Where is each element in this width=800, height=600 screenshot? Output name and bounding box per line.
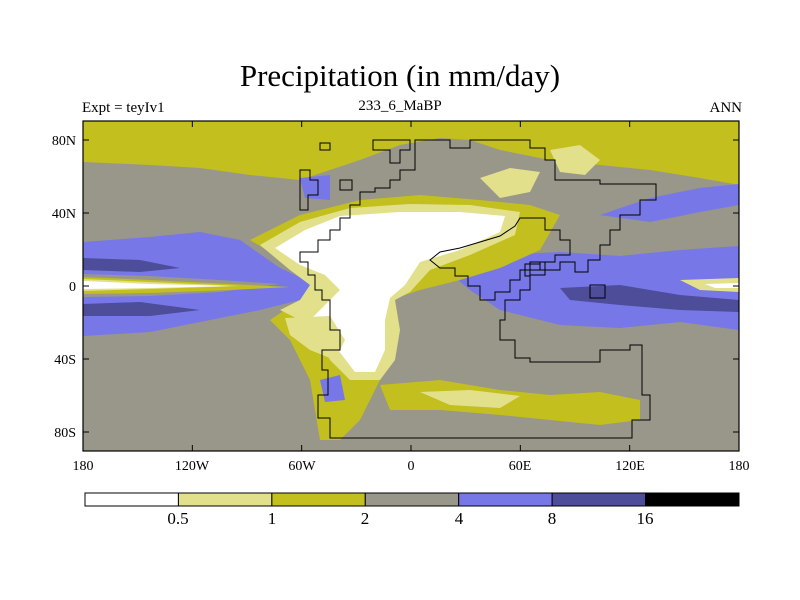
lat-tick-label: 0 (69, 280, 76, 295)
lon-tick-label: 60E (509, 459, 532, 474)
island-outline-6 (529, 261, 546, 276)
experiment-label: Expt = teyIv1 (82, 100, 165, 116)
island-outline-1 (372, 139, 411, 164)
colorbar-box (551, 492, 647, 507)
lon-tick-label: 120W (175, 459, 210, 474)
island-outline-4 (339, 179, 353, 191)
colorbar-box (458, 492, 553, 507)
island-outline-5 (589, 284, 606, 299)
lat-tick-label: 40S (54, 353, 76, 368)
lon-tick-label: 180 (73, 459, 94, 474)
colorbar (84, 492, 740, 507)
island-outline-2 (319, 142, 331, 151)
field-equatorial-white (83, 281, 230, 289)
axis-ticks (82, 121, 740, 451)
continent-main-outline (299, 139, 657, 439)
period-label: 233_6_MaBP (358, 98, 442, 114)
colorbar-label: 1 (268, 509, 277, 528)
field-north-pale-patch-1 (480, 168, 540, 198)
lat-tick-label: 40N (52, 207, 76, 222)
lon-tick-label: 60W (288, 459, 316, 474)
lon-tick-label: 180 (729, 459, 750, 474)
colorbar-box (645, 492, 740, 507)
field-northeast-blue (600, 184, 739, 222)
season-label: ANN (709, 100, 743, 116)
field-tropical-dark-band-north (83, 258, 180, 272)
colorbar-box (84, 492, 179, 507)
island-outline-3 (299, 169, 319, 211)
colorbar-label: 2 (361, 509, 370, 528)
lat-tick-label: 80S (54, 426, 76, 441)
field-south-pale-1 (420, 390, 520, 408)
field-northwest-blue (300, 175, 330, 200)
field-east-edge-white (705, 283, 739, 288)
lat-tick-label: 80N (52, 134, 76, 149)
lon-tick-label: 0 (408, 459, 415, 474)
colorbar-box (364, 492, 460, 507)
precipitation-field (83, 121, 739, 451)
field-tropical-dark-band-south (83, 302, 200, 316)
continent-outline (299, 139, 657, 439)
lon-tick-label: 120E (615, 459, 645, 474)
colorbar-box (271, 492, 366, 507)
colorbar-label: 4 (455, 509, 464, 528)
field-north-band (83, 121, 739, 185)
colorbar-label: 8 (548, 509, 557, 528)
colorbar-box (177, 492, 273, 507)
chart-title: Precipitation (in mm/day) (239, 58, 561, 93)
colorbar-label: 16 (637, 509, 654, 528)
colorbar-label: 0.5 (167, 509, 188, 528)
field-north-pale-patch-2 (550, 145, 600, 175)
